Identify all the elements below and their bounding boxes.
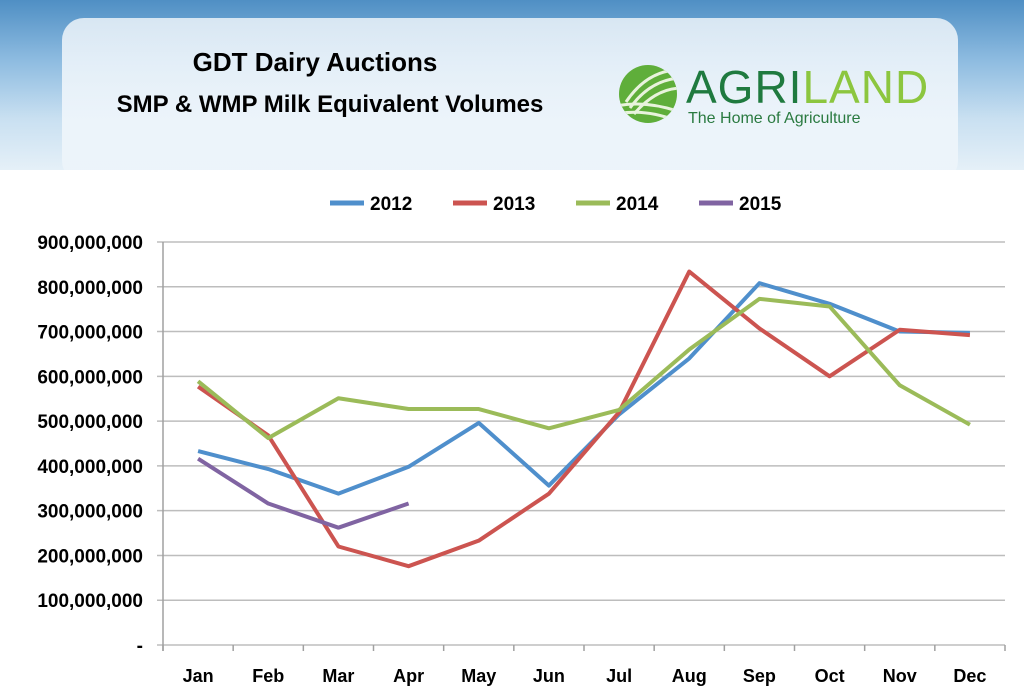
logo-wordmark: AGRILAND [686, 61, 930, 113]
x-tick-label: Dec [953, 666, 986, 686]
y-tick-label: 800,000,000 [37, 278, 143, 299]
series-line-2012 [197, 281, 970, 496]
x-tick-label: May [461, 666, 496, 686]
logo-tagline: The Home of Agriculture [688, 110, 861, 127]
x-tick-label: Jan [183, 666, 214, 686]
chart-subtitle: SMP & WMP Milk Equivalent Volumes [116, 91, 544, 118]
y-tick-label: 500,000,000 [37, 412, 143, 433]
y-tick-label: 600,000,000 [37, 367, 143, 388]
legend-label: 2015 [739, 194, 782, 215]
x-tick-label: Apr [393, 666, 424, 686]
series-line-2013 [196, 269, 971, 569]
x-tick-label: Jul [606, 666, 632, 686]
y-tick-label: 200,000,000 [37, 546, 143, 567]
series-line-2014 [196, 296, 971, 441]
y-tick-label: 100,000,000 [37, 591, 143, 612]
header-banner [62, 18, 958, 183]
legend-label: 2014 [616, 194, 659, 215]
chart-area [0, 170, 1024, 694]
agriland-globe-icon [619, 65, 677, 123]
x-tick-label: Sep [743, 666, 776, 686]
agriland-logo: AGRILAND The Home of Agriculture [616, 61, 928, 132]
series-line-2015 [197, 457, 410, 530]
y-tick-label: 400,000,000 [37, 457, 143, 478]
y-tick-label: 300,000,000 [37, 502, 143, 523]
legend-label: 2013 [493, 194, 535, 215]
x-tick-label: Feb [252, 666, 284, 686]
x-tick-label: Mar [322, 666, 354, 686]
x-tick-label: Nov [883, 666, 917, 686]
y-tick-label: 700,000,000 [37, 323, 143, 344]
legend-label: 2012 [370, 194, 412, 215]
y-tick-label: - [137, 636, 143, 657]
y-tick-label: 900,000,000 [37, 233, 143, 254]
x-tick-label: Aug [672, 666, 707, 686]
chart-title: GDT Dairy Auctions [192, 47, 438, 77]
x-tick-label: Jun [533, 666, 565, 686]
x-tick-label: Oct [815, 666, 845, 686]
